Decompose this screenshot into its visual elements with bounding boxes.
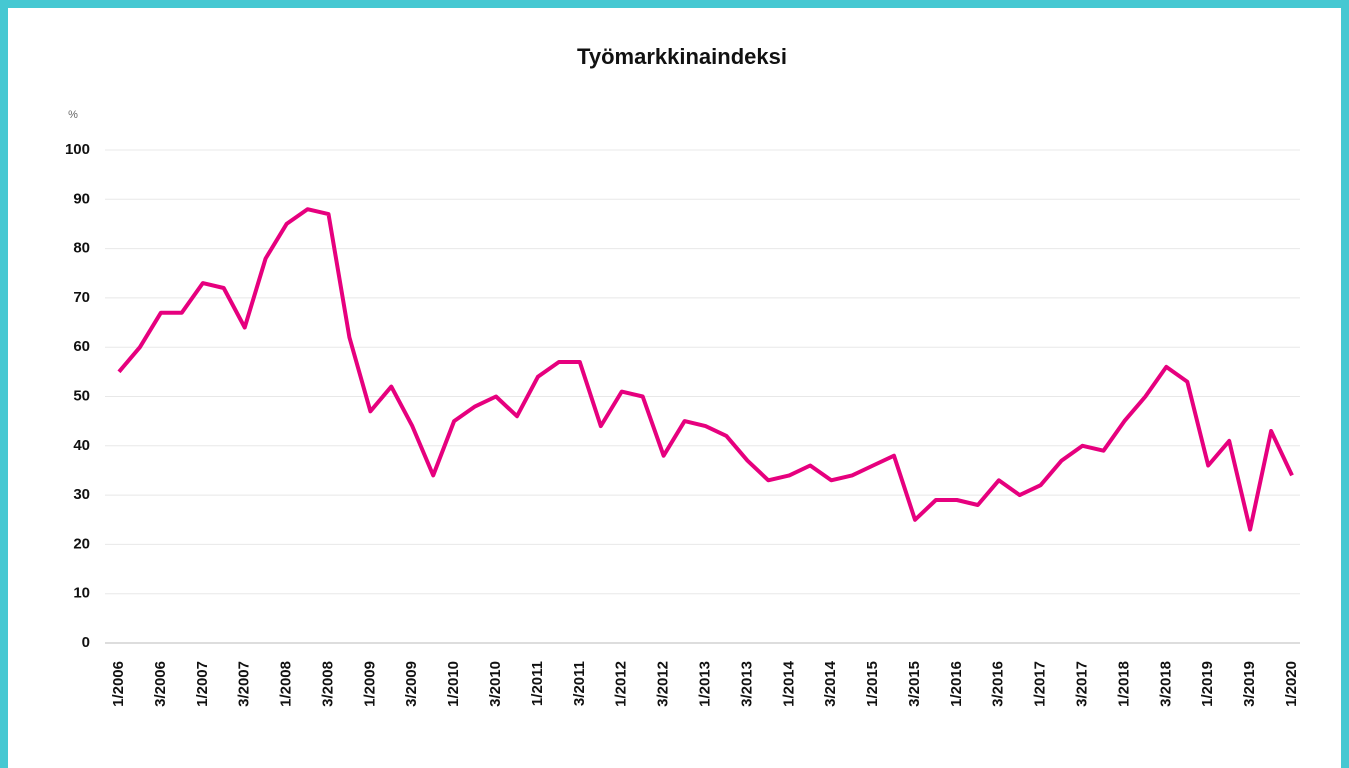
x-tick-label: 3/2007 xyxy=(236,661,253,707)
y-tick-label: 40 xyxy=(73,437,90,454)
y-tick-label: 60 xyxy=(73,338,90,355)
x-tick-label: 1/2009 xyxy=(361,661,378,707)
x-tick-label: 3/2017 xyxy=(1074,661,1091,707)
x-tick-label: 3/2016 xyxy=(990,661,1007,707)
y-tick-label: 80 xyxy=(73,240,90,257)
x-tick-label: 1/2019 xyxy=(1199,661,1216,707)
x-tick-label: 1/2012 xyxy=(613,661,630,707)
x-tick-label: 1/2017 xyxy=(1032,661,1049,707)
x-tick-label: 3/2006 xyxy=(152,661,169,707)
x-tick-label: 1/2018 xyxy=(1115,661,1132,707)
x-tick-label: 1/2016 xyxy=(948,661,965,707)
line xyxy=(117,207,1294,532)
x-tick-label: 1/2007 xyxy=(194,661,211,707)
x-tick-label: 3/2014 xyxy=(822,660,839,707)
y-tick-label: 30 xyxy=(73,486,90,503)
x-tick-label: 1/2010 xyxy=(445,661,462,707)
chart-title: Työmarkkinaindeksi xyxy=(577,44,787,69)
y-tick-label: 50 xyxy=(73,387,90,404)
x-tick-label: 1/2015 xyxy=(864,661,881,707)
x-tick-label: 1/2008 xyxy=(278,661,295,707)
x-tick-label: 1/2011 xyxy=(529,661,546,706)
x-tick-label: 3/2010 xyxy=(487,661,504,707)
y-tick-label: 90 xyxy=(73,190,90,207)
y-tick-label: 10 xyxy=(73,585,90,602)
x-tick-label: 3/2008 xyxy=(319,661,336,707)
x-tick-label: 3/2018 xyxy=(1157,661,1174,707)
y-tick-label: 0 xyxy=(82,634,90,651)
y-tick-label: 70 xyxy=(73,289,90,306)
x-tick-label: 3/2012 xyxy=(655,661,672,707)
x-tick-label: 1/2013 xyxy=(696,661,713,707)
x-tick-label: 3/2019 xyxy=(1241,661,1258,707)
x-tick-label: 3/2013 xyxy=(738,661,755,707)
chart-frame: Työmarkkinaindeksi % 0 10 20 30 40 50 60 70 80 90… xyxy=(8,8,1341,768)
x-tick-label: 3/2015 xyxy=(906,661,923,707)
y-axis-label: % xyxy=(68,109,78,121)
x-tick-label: 1/2020 xyxy=(1283,661,1300,707)
x-tick-label: 3/2011 xyxy=(571,661,588,706)
x-tick-label: 1/2006 xyxy=(110,661,127,707)
chart: Työmarkkinaindeksi % 0 10 20 30 40 50 60 70 80 90… xyxy=(65,44,1300,707)
x-tick-label: 1/2014 xyxy=(780,660,797,707)
y-tick-label: 20 xyxy=(73,535,90,552)
y-tick-label: 100 xyxy=(65,141,90,158)
x-tick-label: 3/2009 xyxy=(403,661,420,707)
